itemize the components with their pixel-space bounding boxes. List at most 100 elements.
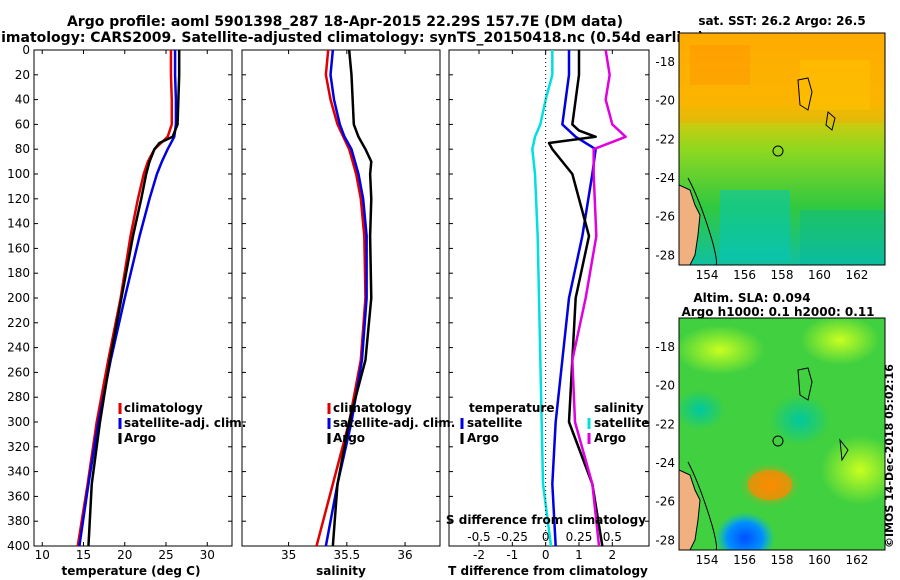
x-tick-label: 0 <box>542 548 550 562</box>
y-tick-label: 340 <box>7 465 30 479</box>
map-y-tick-label: -24 <box>655 171 675 185</box>
map-y-tick-label: -24 <box>655 456 675 470</box>
difference-panel <box>448 49 650 547</box>
map-x-tick-label: 158 <box>771 553 794 567</box>
y-tick-label: 160 <box>7 241 30 255</box>
series-climatology <box>76 50 174 546</box>
map-x-tick-label: 162 <box>845 553 868 567</box>
y-tick-label: 240 <box>7 341 30 355</box>
temperature-panel <box>33 49 233 547</box>
y-tick-label: 0 <box>22 43 30 57</box>
y-tick-label: 140 <box>7 217 30 231</box>
y-tick-label: 360 <box>7 489 30 503</box>
sla-map-subtitle: Argo h1000: 0.1 h2000: 0.11 <box>681 305 874 319</box>
sla-argo-marker <box>772 435 784 447</box>
y-tick-label: 400 <box>7 539 30 553</box>
y-tick-label: 320 <box>7 440 30 454</box>
map-y-tick-label: -26 <box>655 210 675 224</box>
x-tick-label: 35 <box>281 548 296 562</box>
temperature-xlabel: temperature (deg C) <box>62 564 201 578</box>
watermark: ©IMOS 14-Dec-2018 05:02:16 <box>883 364 896 548</box>
y-tick-label: 300 <box>7 415 30 429</box>
series-argo <box>547 50 604 546</box>
x-tick-label: 2 <box>609 548 617 562</box>
map-x-tick-label: 160 <box>808 553 831 567</box>
x-tick-label: -2 <box>473 548 485 562</box>
map-y-tick-label: -20 <box>655 379 675 393</box>
map-y-tick-label: -22 <box>655 417 675 431</box>
x-tick-label: 25 <box>158 548 173 562</box>
map-y-tick-label: -28 <box>655 248 675 262</box>
map-x-tick-label: 162 <box>845 268 868 282</box>
sst-map-title: sat. SST: 26.2 Argo: 26.5 <box>698 14 865 28</box>
legend-argo: Argo <box>333 431 365 445</box>
series-satellite-adj-clim- <box>324 50 368 546</box>
sst-map <box>679 33 885 265</box>
legend-climatology: climatology <box>124 401 203 415</box>
y-tick-label: 380 <box>7 514 30 528</box>
difference-xlabel: T difference from climatology <box>448 564 648 578</box>
title-line-1: Argo profile: aoml 5901398_287 18-Apr-20… <box>67 14 623 30</box>
x-tick-label: -1 <box>506 548 518 562</box>
legend-t-satellite: satellite <box>467 416 522 430</box>
series-argo <box>331 50 373 546</box>
legend-climatology: climatology <box>333 401 412 415</box>
difference-top-xlabel: S difference from climatology <box>446 513 646 527</box>
x-tick-label: 1 <box>575 548 583 562</box>
legend-salinity-title: salinity <box>594 401 644 415</box>
map-x-tick-label: 158 <box>771 268 794 282</box>
y-tick-label: 220 <box>7 316 30 330</box>
legend-satellite-adj: satellite-adj. clim. <box>124 416 246 430</box>
legend-s-argo: Argo <box>594 431 626 445</box>
difference-legend: temperature satellite Argo salinity sate… <box>460 401 649 445</box>
map-y-tick-label: -18 <box>655 340 675 354</box>
x-tick-label: 15 <box>76 548 91 562</box>
top-tick-label: 0.25 <box>566 530 593 544</box>
y-tick-label: 180 <box>7 266 30 280</box>
x-tick-label: 35.5 <box>333 548 360 562</box>
y-tick-label: 40 <box>15 93 30 107</box>
map-x-tick-label: 154 <box>696 268 719 282</box>
x-tick-label: 10 <box>35 548 50 562</box>
y-tick-label: 100 <box>7 167 30 181</box>
sst-map-frame <box>678 32 886 266</box>
y-tick-label: 120 <box>7 192 30 206</box>
map-y-tick-label: -18 <box>655 55 675 69</box>
top-tick-label: -0.25 <box>497 530 528 544</box>
sst-argo-marker <box>772 145 784 157</box>
series-satellite <box>551 50 597 546</box>
map-x-tick-label: 156 <box>733 268 756 282</box>
map-y-tick-label: -26 <box>655 495 675 509</box>
legend-temperature-title: temperature <box>469 401 554 415</box>
sla-map-title: Altim. SLA: 0.094 <box>693 291 810 305</box>
map-x-tick-label: 160 <box>808 268 831 282</box>
temperature-legend: climatology satellite-adj. clim. Argo <box>118 401 246 445</box>
map-y-tick-label: -28 <box>655 533 675 547</box>
y-tick-label: 200 <box>7 291 30 305</box>
salinity-legend: climatology satellite-adj. clim. Argo <box>327 401 455 445</box>
y-tick-label: 280 <box>7 390 30 404</box>
legend-satellite-adj: satellite-adj. clim. <box>333 416 455 430</box>
top-tick-label: 0.5 <box>603 530 622 544</box>
legend-argo: Argo <box>124 431 156 445</box>
salinity-xlabel: salinity <box>316 564 366 578</box>
sla-map-frame <box>678 317 886 551</box>
x-tick-label: 20 <box>117 548 132 562</box>
series-satellite <box>531 50 554 546</box>
sla-map <box>679 318 885 550</box>
map-y-tick-label: -20 <box>655 94 675 108</box>
top-tick-label: -0.5 <box>467 530 490 544</box>
series-argo <box>571 50 627 546</box>
y-tick-label: 60 <box>15 117 30 131</box>
y-tick-label: 20 <box>15 68 30 82</box>
y-tick-label: 80 <box>15 142 30 156</box>
legend-s-satellite: satellite <box>594 416 649 430</box>
y-tick-label: 260 <box>7 365 30 379</box>
top-tick-label: 0 <box>542 530 550 544</box>
title-line-2: Climatology: CARS2009. Satellite-adjuste… <box>0 30 704 46</box>
x-tick-label: 30 <box>200 548 215 562</box>
x-tick-label: 36 <box>397 548 412 562</box>
map-x-tick-label: 154 <box>696 553 719 567</box>
map-y-tick-label: -22 <box>655 132 675 146</box>
